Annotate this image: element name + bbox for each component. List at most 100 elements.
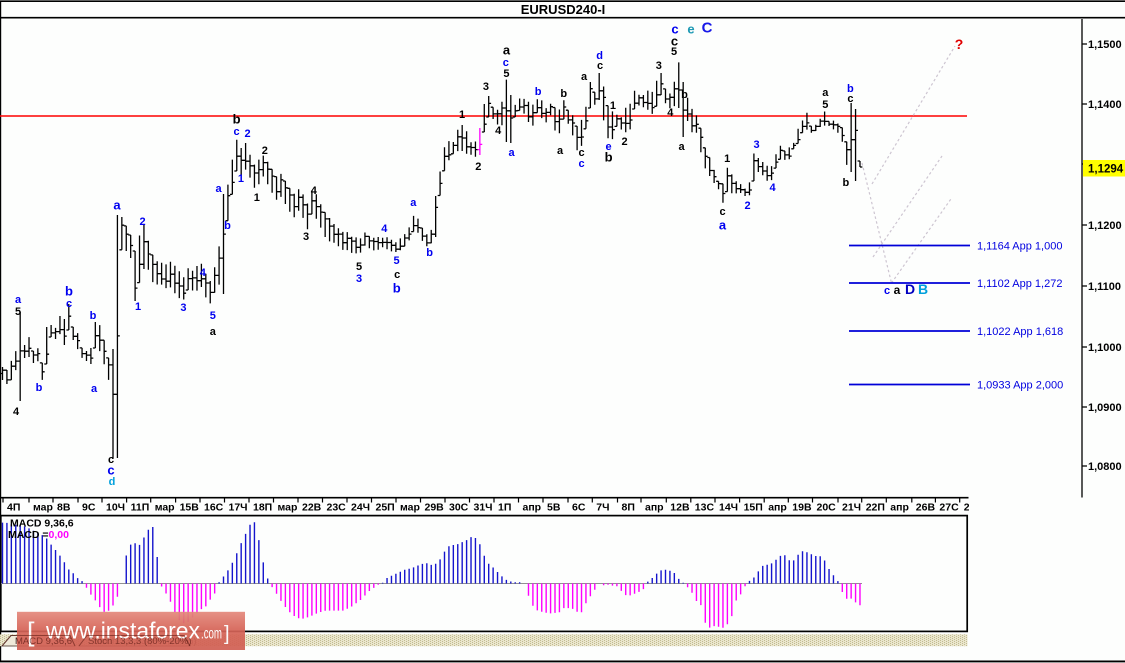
svg-text:10Ч: 10Ч bbox=[106, 502, 125, 514]
svg-text:2: 2 bbox=[744, 200, 750, 212]
svg-text:5: 5 bbox=[393, 255, 399, 267]
svg-text:c: c bbox=[107, 463, 114, 478]
svg-text:1,1164 App 1,000: 1,1164 App 1,000 bbox=[977, 241, 1062, 253]
svg-text:1,1294: 1,1294 bbox=[1088, 164, 1124, 176]
svg-text:D: D bbox=[905, 281, 915, 297]
svg-text:15В: 15В bbox=[180, 502, 200, 514]
svg-text:b: b bbox=[681, 89, 688, 101]
svg-text:c: c bbox=[394, 269, 400, 281]
svg-text:7Ч: 7Ч bbox=[596, 502, 609, 514]
svg-text:2: 2 bbox=[262, 145, 268, 157]
svg-text:2: 2 bbox=[140, 216, 146, 228]
svg-text:b: b bbox=[535, 86, 542, 98]
svg-text:апр: апр bbox=[645, 502, 664, 514]
svg-text:3: 3 bbox=[656, 60, 662, 72]
svg-text:a: a bbox=[113, 198, 121, 213]
svg-text:a: a bbox=[503, 43, 511, 58]
svg-text:26В: 26В bbox=[916, 502, 936, 514]
svg-text:a: a bbox=[894, 283, 901, 297]
svg-text:15П: 15П bbox=[744, 502, 763, 514]
svg-text:19В: 19В bbox=[792, 502, 812, 514]
svg-text:мар: мар bbox=[278, 502, 298, 514]
svg-text:мар: мар bbox=[33, 502, 53, 514]
svg-text:3: 3 bbox=[356, 273, 362, 285]
svg-text:b: b bbox=[224, 220, 231, 232]
svg-text:1,1200: 1,1200 bbox=[1088, 220, 1122, 232]
svg-text:5: 5 bbox=[503, 68, 509, 80]
svg-text:a: a bbox=[557, 145, 564, 157]
svg-text:6С: 6С bbox=[572, 502, 586, 514]
svg-text:a: a bbox=[15, 294, 22, 306]
svg-text:1: 1 bbox=[610, 100, 616, 112]
svg-text:мар: мар bbox=[155, 502, 175, 514]
svg-text:мар: мар bbox=[400, 502, 420, 514]
svg-text:a: a bbox=[678, 141, 685, 153]
svg-text:5: 5 bbox=[210, 310, 216, 322]
svg-text:13С: 13С bbox=[695, 502, 715, 514]
svg-text:1,0933 App 2,000: 1,0933 App 2,000 bbox=[977, 380, 1063, 392]
svg-text:b: b bbox=[36, 382, 43, 394]
svg-text:b: b bbox=[65, 284, 73, 299]
svg-text:1,1400: 1,1400 bbox=[1088, 99, 1122, 111]
svg-text:d: d bbox=[596, 50, 603, 62]
svg-text:12В: 12В bbox=[670, 502, 690, 514]
svg-text:c: c bbox=[671, 22, 678, 37]
svg-text:18П: 18П bbox=[253, 502, 272, 514]
svg-text:3: 3 bbox=[303, 231, 309, 243]
svg-text:1,1102 App 1,272: 1,1102 App 1,272 bbox=[977, 278, 1062, 290]
svg-text:14Ч: 14Ч bbox=[719, 502, 738, 514]
svg-text:MACD =0,00: MACD =0,00 bbox=[8, 529, 69, 541]
svg-text:4: 4 bbox=[13, 406, 20, 418]
svg-text:.com: .com bbox=[201, 626, 222, 643]
svg-text:22П: 22П bbox=[866, 502, 885, 514]
svg-text:www.instaforex: www.instaforex bbox=[45, 618, 200, 644]
svg-text:4: 4 bbox=[200, 267, 207, 279]
svg-text:2: 2 bbox=[475, 161, 481, 173]
svg-text:30С: 30С bbox=[449, 502, 469, 514]
svg-text:8П: 8П bbox=[622, 502, 635, 514]
svg-text:MACD 9,36,6: MACD 9,36,6 bbox=[15, 636, 72, 647]
svg-text:a: a bbox=[215, 183, 222, 195]
svg-text:29В: 29В bbox=[425, 502, 445, 514]
svg-text:a: a bbox=[822, 87, 829, 99]
svg-text:1: 1 bbox=[135, 301, 141, 313]
svg-text:5: 5 bbox=[671, 46, 677, 58]
svg-text:b: b bbox=[847, 83, 854, 95]
svg-text:e: e bbox=[606, 141, 612, 153]
svg-text:b: b bbox=[393, 281, 401, 296]
svg-text:a: a bbox=[210, 326, 217, 338]
svg-text:c: c bbox=[234, 126, 240, 138]
svg-text:C: C bbox=[702, 20, 713, 37]
svg-text:MACD 9,36,6: MACD 9,36,6 bbox=[10, 518, 74, 530]
svg-text:c: c bbox=[578, 158, 584, 170]
svg-text:3: 3 bbox=[483, 81, 489, 93]
svg-text:2: 2 bbox=[621, 136, 627, 148]
svg-text:1,1000: 1,1000 bbox=[1088, 342, 1122, 354]
svg-text:28: 28 bbox=[964, 502, 976, 514]
svg-text:a: a bbox=[581, 71, 588, 83]
svg-text:4: 4 bbox=[667, 107, 674, 119]
svg-text:1,1500: 1,1500 bbox=[1088, 39, 1122, 51]
svg-text:c: c bbox=[884, 285, 890, 297]
svg-text:1,0800: 1,0800 bbox=[1088, 461, 1122, 473]
svg-text:?: ? bbox=[955, 36, 964, 52]
svg-text:3: 3 bbox=[753, 139, 759, 151]
svg-text:b: b bbox=[843, 177, 850, 189]
svg-text:a: a bbox=[719, 218, 727, 233]
svg-text:5: 5 bbox=[15, 306, 21, 318]
svg-text:1,0900: 1,0900 bbox=[1088, 402, 1122, 414]
svg-text:4: 4 bbox=[311, 185, 318, 197]
svg-text:]: ] bbox=[224, 623, 230, 645]
svg-text:e: e bbox=[687, 22, 694, 37]
svg-text:25П: 25П bbox=[376, 502, 395, 514]
svg-text:c: c bbox=[671, 34, 678, 49]
svg-text:c: c bbox=[578, 147, 584, 159]
svg-text:4: 4 bbox=[495, 125, 502, 137]
svg-text:a: a bbox=[508, 147, 515, 159]
svg-text:1П: 1П bbox=[498, 502, 511, 514]
svg-text:a: a bbox=[91, 383, 98, 395]
svg-text:23С: 23С bbox=[327, 502, 347, 514]
svg-text:4: 4 bbox=[769, 182, 776, 194]
svg-text:31Ч: 31Ч bbox=[474, 502, 493, 514]
svg-text:B: B bbox=[918, 281, 928, 297]
